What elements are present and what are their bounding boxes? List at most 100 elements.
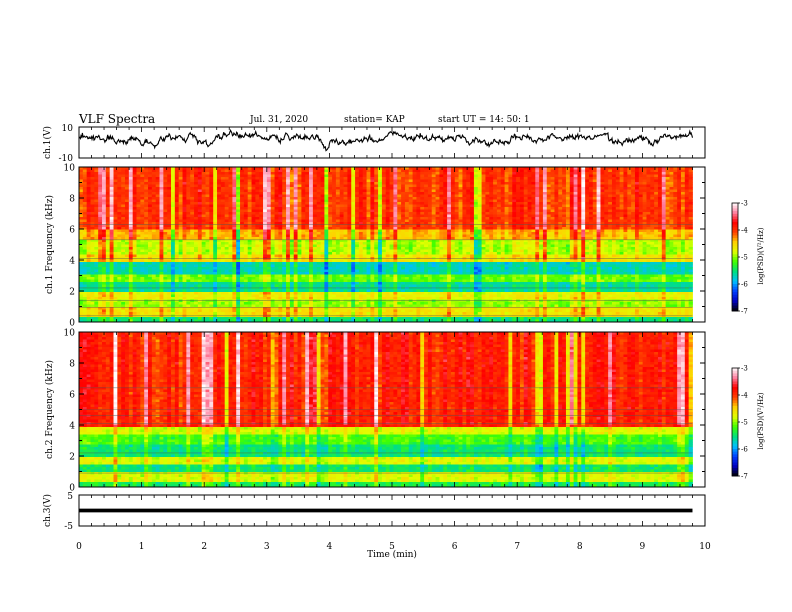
spectrogram-cell (432, 197, 436, 200)
spectrogram-cell (225, 217, 229, 220)
spectrogram-cell (140, 180, 144, 183)
spectrogram-cell (685, 220, 689, 223)
spectrogram-cell (232, 210, 236, 213)
spectrogram-cell (528, 182, 532, 185)
spectrogram-cell (566, 220, 570, 223)
spectrogram-cell (286, 237, 290, 240)
spectrogram-cell (485, 232, 489, 235)
spectrogram-cell (382, 237, 386, 240)
spectrogram-cell (547, 172, 551, 175)
spectrogram-cell (317, 237, 321, 240)
spectrogram-cell (669, 230, 673, 233)
spectrogram-cell (390, 227, 394, 230)
spectrogram-cell (669, 182, 673, 185)
spectrogram-cell (397, 232, 401, 235)
spectrogram-cell (666, 215, 670, 218)
spectrogram-cell (543, 232, 547, 235)
spectrogram-cell (209, 197, 213, 200)
spectrogram-cell (409, 200, 413, 203)
spectrogram-cell (409, 225, 413, 228)
spectrogram-cell (175, 217, 179, 220)
spectrogram-cell (390, 217, 394, 220)
spectrogram-cell (612, 227, 616, 230)
spectrogram-cell (305, 230, 309, 233)
spectrogram-cell (608, 192, 612, 195)
spectrogram-cell (409, 190, 413, 193)
spectrogram-cell (94, 202, 98, 205)
spectrogram-cell (654, 227, 658, 230)
spectrogram-cell (577, 230, 581, 233)
spectrogram-cell (689, 217, 693, 220)
spectrogram-cell (543, 177, 547, 180)
spectrogram-cell (612, 190, 616, 193)
spectrogram-cell (110, 232, 114, 235)
spectrogram-cell (133, 225, 137, 228)
spectrogram-cell (413, 232, 417, 235)
spectrogram-cell (213, 175, 217, 178)
spectrogram-cell (566, 170, 570, 173)
spectrogram-cell (681, 170, 685, 173)
spectrogram-cell (374, 220, 378, 223)
spectrogram-cell (370, 185, 374, 188)
spectrogram-cell (156, 205, 160, 208)
spectrogram-cell (328, 235, 332, 238)
spectrogram-cell (336, 202, 340, 205)
spectrogram-cell (416, 217, 420, 220)
spectrogram-cell (183, 177, 187, 180)
spectrogram-cell (585, 177, 589, 180)
spectrogram-cell (543, 202, 547, 205)
spectrogram-cell (677, 202, 681, 205)
spectrogram-cell (577, 185, 581, 188)
spectrogram-cell (359, 190, 363, 193)
spectrogram-cell (324, 192, 328, 195)
spectrogram-cell (447, 202, 451, 205)
spectrogram-cell (424, 175, 428, 178)
spectrogram-cell (593, 187, 597, 190)
spectrogram-cell (485, 180, 489, 183)
spectrogram-cell (631, 185, 635, 188)
spectrogram-cell (612, 202, 616, 205)
spectrogram-cell (466, 197, 470, 200)
spectrogram-cell (313, 220, 317, 223)
spectrogram-cell (290, 182, 294, 185)
spectrogram-cell (374, 227, 378, 230)
spectrogram-cell (478, 212, 482, 215)
spectrogram-cell (163, 227, 167, 230)
spectrogram-cell (248, 175, 252, 178)
spectrogram-cell (255, 180, 259, 183)
spectrogram-cell (252, 230, 256, 233)
spectrogram-cell (420, 220, 424, 223)
spectrogram-cell (662, 205, 666, 208)
spectrogram-cell (94, 210, 98, 213)
spectrogram-cell (593, 220, 597, 223)
spectrogram-cell (229, 172, 233, 175)
spectrogram-cell (455, 185, 459, 188)
spectrogram-cell (324, 215, 328, 218)
spectrogram-cell (156, 190, 160, 193)
spectrogram-cell (344, 235, 348, 238)
spectrogram-cell (117, 197, 121, 200)
spectrogram-cell (186, 200, 190, 203)
spectrogram-cell (106, 212, 110, 215)
spectrogram-cell (229, 197, 233, 200)
spectrogram-cell (102, 242, 106, 245)
spectrogram-cell (194, 175, 198, 178)
spectrogram-cell (451, 210, 455, 213)
spectrogram-cell (608, 197, 612, 200)
spectrogram-cell (194, 202, 198, 205)
spectrogram-cell (140, 192, 144, 195)
spectrogram-cell (190, 242, 194, 245)
spectrogram-cell (114, 230, 118, 233)
spectrogram-cell (382, 180, 386, 183)
spectrogram-cell (382, 230, 386, 233)
spectrogram-cell (382, 227, 386, 230)
spectrogram-cell (566, 182, 570, 185)
spectrogram-cell (424, 185, 428, 188)
spectrogram-cell (685, 187, 689, 190)
spectrogram-cell (662, 232, 666, 235)
spectrogram-cell (650, 207, 654, 210)
spectrogram-cell (236, 190, 240, 193)
spectrogram-cell (259, 172, 263, 175)
spectrogram-cell (309, 217, 313, 220)
spectrogram-cell (570, 195, 574, 198)
